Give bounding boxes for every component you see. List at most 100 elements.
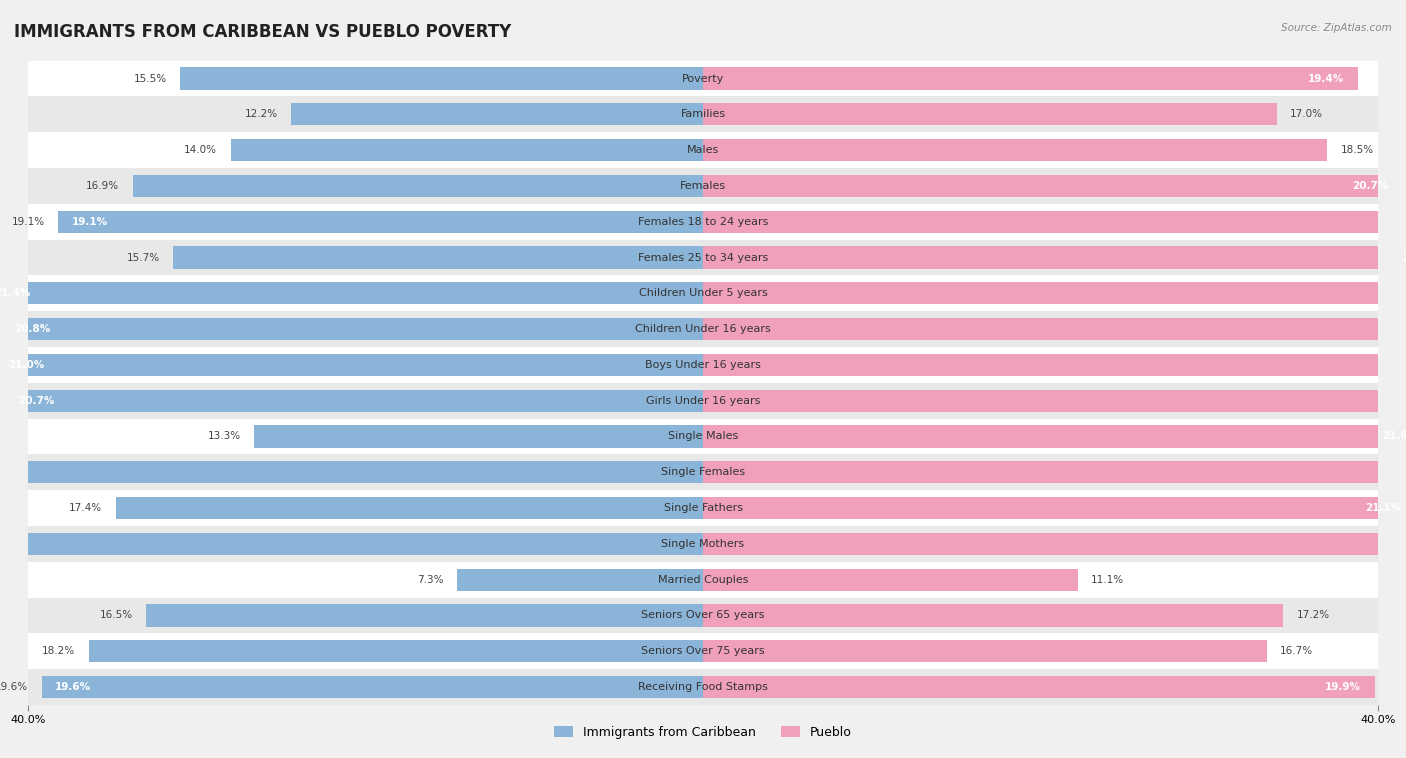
Text: 20.7%: 20.7%: [18, 396, 55, 406]
Text: Families: Families: [681, 109, 725, 119]
Bar: [457, 568, 703, 590]
Text: Females: Females: [681, 181, 725, 191]
Bar: [703, 461, 1406, 484]
Text: Source: ZipAtlas.com: Source: ZipAtlas.com: [1281, 23, 1392, 33]
Text: Receiving Food Stamps: Receiving Food Stamps: [638, 682, 768, 692]
Legend: Immigrants from Caribbean, Pueblo: Immigrants from Caribbean, Pueblo: [550, 721, 856, 744]
Bar: [1, 318, 703, 340]
Text: Females 18 to 24 years: Females 18 to 24 years: [638, 217, 768, 227]
Text: Boys Under 16 years: Boys Under 16 years: [645, 360, 761, 370]
Text: 22.2%: 22.2%: [1402, 252, 1406, 262]
Bar: [703, 425, 1406, 447]
Bar: [703, 211, 1406, 233]
Text: 21.6%: 21.6%: [1382, 431, 1406, 441]
Text: 21.0%: 21.0%: [8, 360, 44, 370]
Bar: [28, 204, 1378, 240]
Text: 16.9%: 16.9%: [86, 181, 120, 191]
Bar: [59, 211, 703, 233]
Bar: [231, 139, 703, 161]
Bar: [28, 275, 1378, 312]
Text: 17.2%: 17.2%: [1296, 610, 1330, 621]
Bar: [0, 461, 703, 484]
Bar: [28, 597, 1378, 634]
Text: 14.0%: 14.0%: [184, 145, 217, 155]
Text: 11.1%: 11.1%: [1091, 575, 1125, 584]
Text: Children Under 5 years: Children Under 5 years: [638, 288, 768, 299]
Bar: [703, 641, 1267, 662]
Bar: [703, 568, 1077, 590]
Bar: [703, 103, 1277, 125]
Text: 20.8%: 20.8%: [14, 324, 51, 334]
Bar: [703, 318, 1406, 340]
Text: Single Mothers: Single Mothers: [661, 539, 745, 549]
Bar: [703, 67, 1358, 89]
Bar: [28, 454, 1378, 490]
Text: Males: Males: [688, 145, 718, 155]
Text: 17.4%: 17.4%: [69, 503, 103, 513]
Text: Single Fathers: Single Fathers: [664, 503, 742, 513]
Bar: [89, 641, 703, 662]
Bar: [28, 562, 1378, 597]
Bar: [132, 175, 703, 197]
Text: 19.6%: 19.6%: [0, 682, 28, 692]
Bar: [703, 390, 1406, 412]
Bar: [0, 354, 703, 376]
Text: IMMIGRANTS FROM CARIBBEAN VS PUEBLO POVERTY: IMMIGRANTS FROM CARIBBEAN VS PUEBLO POVE…: [14, 23, 512, 41]
Text: Married Couples: Married Couples: [658, 575, 748, 584]
Text: 19.4%: 19.4%: [1308, 74, 1344, 83]
Text: 17.0%: 17.0%: [1291, 109, 1323, 119]
Text: Poverty: Poverty: [682, 74, 724, 83]
Text: 19.6%: 19.6%: [55, 682, 91, 692]
Text: 21.1%: 21.1%: [1365, 503, 1402, 513]
Text: 13.3%: 13.3%: [208, 431, 240, 441]
Bar: [254, 425, 703, 447]
Bar: [703, 676, 1375, 698]
Bar: [28, 240, 1378, 275]
Text: 16.5%: 16.5%: [100, 610, 132, 621]
Bar: [28, 490, 1378, 526]
Bar: [28, 634, 1378, 669]
Bar: [703, 139, 1327, 161]
Text: Seniors Over 75 years: Seniors Over 75 years: [641, 647, 765, 656]
Bar: [28, 168, 1378, 204]
Text: 18.2%: 18.2%: [42, 647, 76, 656]
Text: Seniors Over 65 years: Seniors Over 65 years: [641, 610, 765, 621]
Bar: [291, 103, 703, 125]
Bar: [28, 418, 1378, 454]
Bar: [28, 132, 1378, 168]
Text: Females 25 to 34 years: Females 25 to 34 years: [638, 252, 768, 262]
Bar: [703, 533, 1406, 555]
Text: 15.7%: 15.7%: [127, 252, 160, 262]
Bar: [180, 67, 703, 89]
Text: 19.1%: 19.1%: [72, 217, 108, 227]
Text: Single Females: Single Females: [661, 467, 745, 478]
Text: 15.5%: 15.5%: [134, 74, 166, 83]
Text: 16.7%: 16.7%: [1279, 647, 1313, 656]
Bar: [28, 669, 1378, 705]
Bar: [146, 604, 703, 627]
Text: 20.7%: 20.7%: [1351, 181, 1388, 191]
Text: 19.9%: 19.9%: [1324, 682, 1361, 692]
Bar: [4, 390, 703, 412]
Text: 19.1%: 19.1%: [11, 217, 45, 227]
Text: 18.5%: 18.5%: [1341, 145, 1374, 155]
Bar: [28, 526, 1378, 562]
Bar: [173, 246, 703, 268]
Bar: [703, 497, 1406, 519]
Bar: [28, 312, 1378, 347]
Bar: [0, 282, 703, 305]
Bar: [28, 347, 1378, 383]
Text: 7.3%: 7.3%: [416, 575, 443, 584]
Bar: [703, 282, 1406, 305]
Bar: [42, 676, 703, 698]
Bar: [703, 246, 1406, 268]
Bar: [28, 383, 1378, 418]
Bar: [28, 61, 1378, 96]
Bar: [703, 604, 1284, 627]
Text: Children Under 16 years: Children Under 16 years: [636, 324, 770, 334]
Text: 21.4%: 21.4%: [0, 288, 31, 299]
Text: 12.2%: 12.2%: [245, 109, 278, 119]
Bar: [28, 96, 1378, 132]
Text: Single Males: Single Males: [668, 431, 738, 441]
Text: Girls Under 16 years: Girls Under 16 years: [645, 396, 761, 406]
